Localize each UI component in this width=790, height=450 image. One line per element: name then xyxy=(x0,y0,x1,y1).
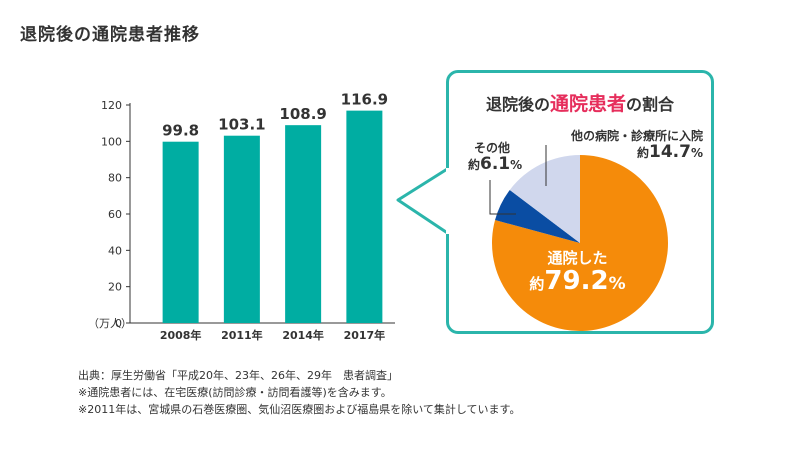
pie-slice xyxy=(495,189,580,243)
label-main-name: 通院した xyxy=(547,249,608,267)
bar xyxy=(285,125,322,323)
bar-value-label: 108.9 xyxy=(279,105,326,123)
label-main-prefix: 約 xyxy=(529,274,545,293)
pie-title-part: 退院後の xyxy=(485,95,550,114)
label-main-value: 79.2 xyxy=(544,265,609,296)
y-tick-label: 0 xyxy=(115,317,122,330)
note-2: ※2011年は、宮城県の石巻医療圏、気仙沼医療圏および福島県を除いて集計していま… xyxy=(78,403,521,416)
callout-seam xyxy=(446,168,456,234)
label-other: その他 約6.1% xyxy=(468,141,523,175)
label-hospital-name: 他の病院・診療所に入院 xyxy=(570,129,703,143)
x-tick-label: 2017年 xyxy=(344,328,386,342)
pie-slice xyxy=(509,155,580,243)
note-source: 出典：厚生労働省「平成20年、23年、26年、29年 患者調査」 xyxy=(78,369,398,382)
pie-title: 退院後の通院患者の割合 xyxy=(449,89,711,116)
label-hospital: 他の病院・診療所に入院 約14.7% xyxy=(555,129,703,163)
label-hospital-unit: % xyxy=(690,146,703,161)
leader-line-other xyxy=(489,180,516,215)
pie-title-highlight: 通院患者 xyxy=(549,93,626,115)
y-tick-label: 20 xyxy=(108,281,122,294)
x-tick-label: 2011年 xyxy=(221,328,263,342)
page-title: 退院後の通院患者推移 xyxy=(20,25,200,45)
y-tick-label: 40 xyxy=(108,244,122,257)
bar xyxy=(223,135,260,323)
label-hospital-prefix: 約 xyxy=(637,146,650,161)
bar xyxy=(346,110,383,323)
y-tick-label: 100 xyxy=(101,135,122,148)
y-tick-label: 120 xyxy=(101,99,122,112)
label-other-value: 6.1 xyxy=(480,154,511,175)
note-1: ※通院患者には、在宅医療(訪問診療・訪問看護等)を含みます。 xyxy=(78,386,392,399)
bar-value-label: 103.1 xyxy=(218,116,265,134)
notes: 出典：厚生労働省「平成20年、23年、26年、29年 患者調査」 ※通院患者には… xyxy=(78,367,520,418)
label-main: 通院した 約79.2% xyxy=(505,250,650,295)
label-hospital-value: 14.7 xyxy=(649,142,691,163)
y-tick-label: 60 xyxy=(108,208,122,221)
label-other-prefix: 約 xyxy=(468,158,481,173)
bar-value-label: 116.9 xyxy=(341,91,388,109)
label-main-unit: % xyxy=(608,273,626,294)
x-tick-label: 2014年 xyxy=(282,328,324,342)
bar-value-label: 99.8 xyxy=(162,122,199,140)
bar xyxy=(162,141,199,323)
label-other-name: その他 xyxy=(474,141,511,155)
label-other-unit: % xyxy=(510,158,523,173)
y-tick-label: 80 xyxy=(108,172,122,185)
x-tick-label: 2008年 xyxy=(160,328,202,342)
pie-title-part: の割合 xyxy=(626,95,675,114)
y-axis-unit: （万人） xyxy=(88,317,132,330)
